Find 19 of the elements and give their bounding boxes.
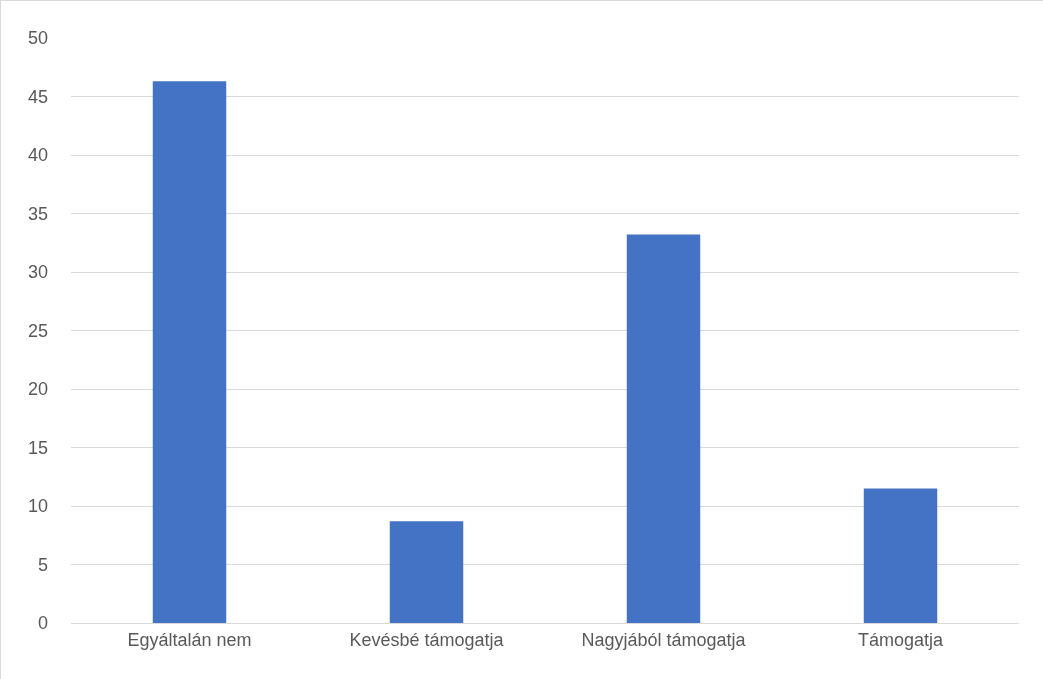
y-tick-label: 5: [37, 554, 48, 575]
y-tick-label: 40: [27, 145, 48, 166]
bar: [626, 234, 701, 623]
y-tick-label: 10: [27, 496, 48, 517]
y-tick-label: 45: [27, 86, 48, 107]
y-tick-label: 20: [27, 379, 48, 400]
y-tick-label: 25: [27, 320, 48, 341]
x-tick-label: Egyáltalán nem: [127, 629, 252, 650]
y-tick-label: 0: [37, 613, 48, 634]
x-tick-label: Kevésbé támogatja: [349, 629, 505, 650]
y-tick-label: 30: [27, 262, 48, 283]
bar: [863, 488, 938, 623]
y-tick-label: 15: [27, 437, 48, 458]
x-tick-label: Nagyjából támogatja: [581, 629, 747, 650]
y-tick-label: 35: [27, 203, 48, 224]
y-tick-label: 50: [27, 28, 48, 49]
x-tick-label: Támogatja: [857, 629, 945, 650]
bar: [389, 521, 464, 623]
bar: [152, 81, 227, 623]
